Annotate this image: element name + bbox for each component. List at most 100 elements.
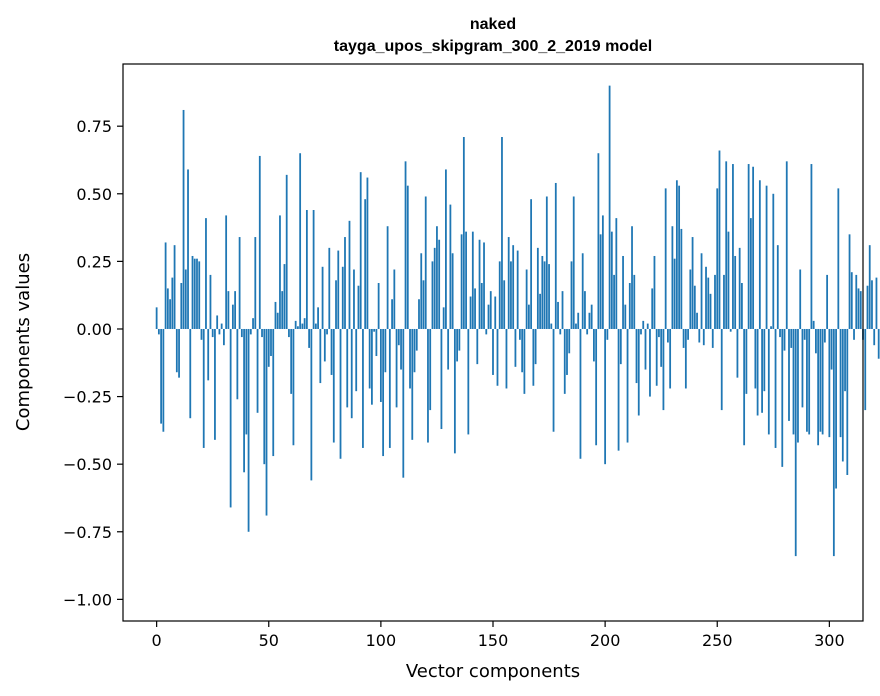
bar — [501, 137, 503, 329]
bar — [729, 328, 732, 332]
bar — [193, 258, 196, 329]
bar — [216, 315, 219, 329]
bar — [631, 226, 633, 329]
bar — [431, 261, 434, 329]
bar — [550, 323, 553, 329]
bar — [747, 164, 750, 329]
bar — [732, 164, 734, 329]
bar — [350, 328, 353, 419]
bar — [799, 269, 802, 329]
bar — [570, 261, 573, 329]
bar — [801, 328, 804, 408]
bar — [608, 85, 611, 329]
bar — [599, 234, 602, 329]
bar — [850, 272, 853, 329]
bar — [687, 328, 689, 340]
x-tick-label: 250 — [702, 631, 733, 650]
bar — [828, 328, 831, 438]
bar — [476, 328, 479, 365]
bar — [492, 328, 494, 375]
bar — [180, 283, 183, 329]
bars-group — [155, 85, 880, 557]
bar — [741, 283, 743, 329]
bar — [218, 328, 221, 335]
bar — [626, 328, 629, 443]
bar — [604, 328, 607, 465]
bar — [326, 328, 328, 335]
bar — [321, 266, 324, 329]
bar — [270, 328, 272, 357]
x-tick-label: 100 — [366, 631, 397, 650]
bar — [561, 291, 564, 329]
bar — [541, 255, 544, 329]
bar — [671, 226, 674, 329]
bar — [678, 185, 681, 329]
bar — [774, 328, 777, 448]
bar — [689, 269, 692, 329]
x-axis-ticks: 0 50 100 150 200 250 300 — [152, 621, 845, 650]
bar — [714, 274, 716, 329]
bar — [344, 237, 346, 329]
bar — [317, 307, 319, 329]
bar — [418, 299, 420, 329]
bar — [803, 328, 806, 340]
bar — [258, 155, 261, 329]
bar — [658, 328, 660, 338]
bar — [868, 245, 871, 329]
bar — [725, 161, 728, 329]
bar — [207, 328, 210, 381]
bar — [175, 328, 178, 373]
bar — [873, 328, 876, 346]
bar — [779, 328, 781, 338]
bar — [359, 172, 362, 329]
bar — [314, 323, 317, 329]
bar — [377, 283, 380, 329]
bar — [577, 312, 580, 329]
bar — [830, 328, 833, 370]
bar — [877, 328, 880, 359]
bar — [675, 180, 678, 329]
x-tick-label: 300 — [814, 631, 845, 650]
bar — [265, 328, 268, 516]
bar — [288, 328, 290, 338]
bar — [857, 288, 860, 329]
bar — [718, 150, 721, 329]
bar — [440, 328, 443, 430]
bar — [312, 210, 315, 329]
bar — [776, 245, 779, 329]
bar — [402, 328, 405, 478]
bar — [655, 328, 658, 386]
bar — [498, 261, 501, 329]
bar — [707, 277, 710, 329]
bar — [335, 280, 337, 329]
bar — [871, 280, 873, 329]
bar — [290, 328, 293, 394]
bar — [566, 328, 568, 375]
bar — [844, 328, 846, 392]
bar — [409, 328, 411, 389]
bar — [691, 237, 694, 329]
bar — [720, 328, 723, 411]
bar — [507, 237, 510, 329]
bar — [696, 312, 698, 329]
bar — [386, 226, 389, 329]
bar — [209, 274, 212, 329]
bar — [285, 174, 288, 329]
bar — [393, 269, 396, 329]
bar — [519, 328, 521, 340]
bar — [485, 328, 488, 335]
bar — [395, 328, 398, 408]
bar — [815, 328, 817, 354]
bar — [415, 328, 418, 351]
bar — [615, 218, 618, 329]
bar — [853, 328, 855, 340]
bar — [568, 328, 571, 354]
bar — [736, 328, 739, 378]
bar — [229, 328, 232, 508]
bar — [249, 328, 252, 335]
bar — [254, 237, 257, 329]
bar — [673, 258, 676, 329]
bar — [375, 328, 378, 357]
bar — [785, 161, 788, 329]
